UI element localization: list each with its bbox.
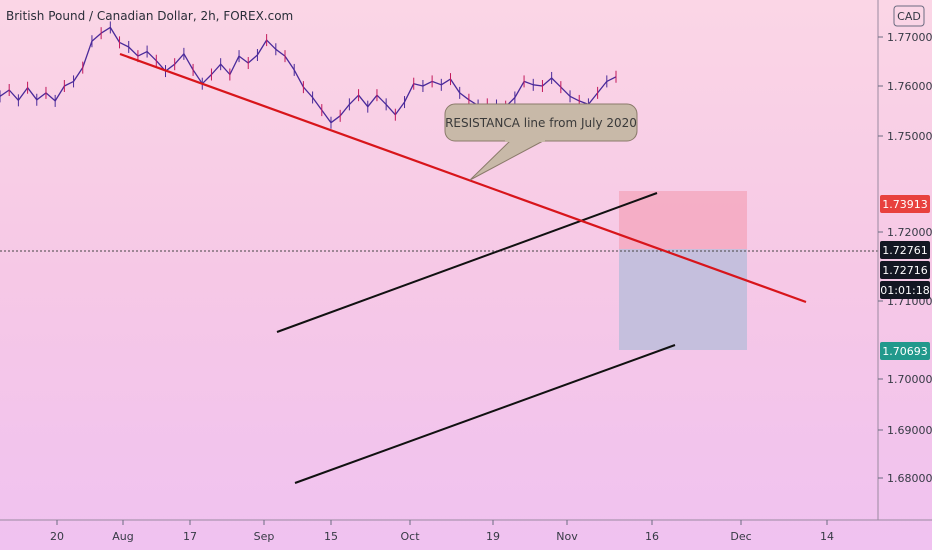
last-price-tag-label: 1.72761 [882, 244, 928, 257]
channel-upper-line[interactable] [276, 192, 658, 333]
stop-loss-zone[interactable] [619, 191, 747, 249]
time-tick-label: 20 [50, 530, 64, 543]
price-tick-label: 1.70000 [887, 373, 932, 386]
resistance-callout[interactable]: RESISTANCA line from July 2020 [444, 103, 638, 181]
callout-label: RESISTANCA line from July 2020 [445, 116, 637, 130]
time-axis[interactable]: 20 Aug 17 Sep 15 Oct 19 Nov 16 Dec 14 [50, 520, 834, 543]
target-price-tag-label: 1.70693 [882, 345, 928, 358]
callout-pointer [469, 140, 544, 181]
time-tick-label: 19 [486, 530, 500, 543]
countdown-tag [880, 281, 930, 299]
price-tick-label: 1.69000 [887, 424, 932, 437]
current-price-tag-label: 1.72716 [882, 264, 928, 277]
time-tick-label: Oct [400, 530, 420, 543]
time-tick-label: Nov [556, 530, 578, 543]
resistance-trend-line[interactable] [119, 52, 807, 304]
stop-price-tag-label: 1.73913 [882, 198, 928, 211]
target-price-tag [880, 342, 930, 360]
price-tick-label: 1.72000 [887, 226, 932, 239]
time-tick-label: Aug [112, 530, 133, 543]
stop-price-tag [880, 195, 930, 213]
chart-title: British Pound / Canadian Dollar, 2h, FOR… [6, 9, 294, 23]
time-tick-label: Sep [254, 530, 275, 543]
price-tick-label: 1.76000 [887, 80, 932, 93]
channel-lower-line[interactable] [294, 344, 676, 484]
last-price-tag [880, 241, 930, 259]
price-tick-label: 1.77000 [887, 31, 932, 44]
current-price-tag [880, 261, 930, 279]
currency-label[interactable]: CAD [893, 5, 925, 27]
countdown-tag-label: 01:01:18 [880, 284, 929, 297]
time-tick-label: 16 [645, 530, 659, 543]
time-tick-label: 17 [183, 530, 197, 543]
price-tick-label: 1.68000 [887, 472, 932, 485]
svg-text:CAD: CAD [897, 10, 921, 23]
time-tick-label: Dec [730, 530, 751, 543]
price-tags: 1.73913 1.72761 1.72716 01:01:18 1.70693 [880, 195, 930, 360]
take-profit-zone[interactable] [619, 249, 747, 350]
price-series-line [0, 26, 617, 124]
time-tick-label: 15 [324, 530, 338, 543]
time-tick-label: 14 [820, 530, 834, 543]
price-tick-label: 1.75000 [887, 130, 932, 143]
